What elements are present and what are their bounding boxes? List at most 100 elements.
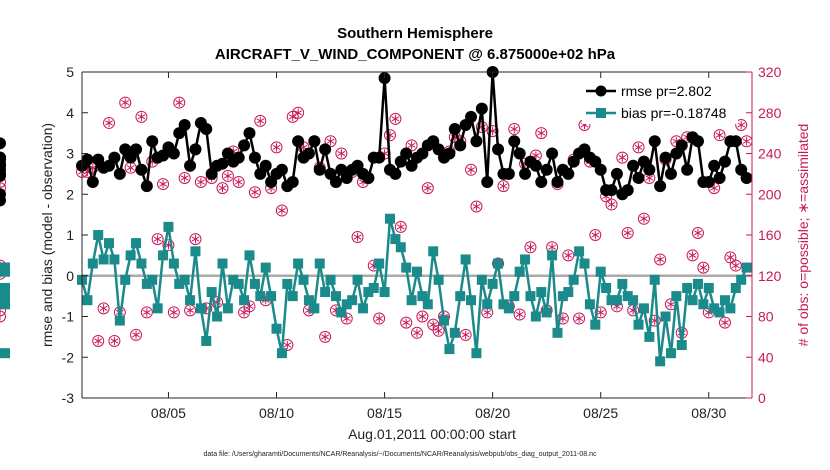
bias-point <box>125 250 136 261</box>
bias-point <box>293 258 304 269</box>
obs-assimilated-star <box>548 244 556 250</box>
obs-possible-circle <box>562 249 575 262</box>
bias-point <box>206 287 217 298</box>
bias-point <box>536 287 547 298</box>
rmse-point <box>654 180 667 193</box>
obs-count-marker <box>616 151 629 164</box>
bias-line <box>80 218 748 362</box>
obs-possible-circle <box>216 182 229 195</box>
rmse-point <box>513 147 526 160</box>
bias-point <box>158 250 169 261</box>
obs-possible-circle <box>275 204 288 217</box>
bias-point <box>682 282 693 293</box>
obs-possible-circle <box>0 310 6 323</box>
obs-assimilated-star <box>353 234 362 240</box>
obs-count-marker <box>697 261 710 274</box>
obs-count-marker <box>632 141 645 154</box>
obs-count-marker <box>108 334 121 347</box>
obs-count-marker <box>189 233 202 246</box>
legend-rmse-label: rmse pr=2.802 <box>621 83 712 99</box>
bias-point <box>368 282 379 293</box>
rmse-point <box>740 171 753 184</box>
obs-possible-circle <box>140 306 153 319</box>
rmse-point <box>275 163 288 176</box>
rmse-point <box>610 167 623 180</box>
bias-point <box>719 295 730 306</box>
bias-point <box>309 303 320 314</box>
obs-count-marker <box>432 324 445 337</box>
obs-assimilated-star <box>699 265 708 271</box>
rmse-point <box>643 163 656 176</box>
bias-point <box>584 299 595 310</box>
obs-count-marker <box>465 163 478 176</box>
bias-point <box>698 299 709 310</box>
bias-point <box>665 348 676 359</box>
obs-count-marker <box>0 310 6 323</box>
bias-point <box>174 278 185 289</box>
obs-possible-circle <box>0 182 6 195</box>
x-tick-label: 08/15 <box>367 405 402 421</box>
obs-possible-circle <box>0 304 6 317</box>
bias-point <box>244 250 255 261</box>
obs-assimilated-star <box>142 309 151 315</box>
obs-assimilated-star <box>137 114 146 120</box>
bias-point <box>406 295 417 306</box>
obs-assimilated-star <box>294 110 303 116</box>
y-tick-label: 3 <box>66 146 74 162</box>
data-file-footnote: data file: /Users/gharamti/Documents/NCA… <box>203 451 597 458</box>
bias-point <box>703 282 714 293</box>
obs-possible-circle <box>616 151 629 164</box>
rmse-point <box>302 147 315 160</box>
obs-assimilated-star <box>196 179 205 185</box>
obs-assimilated-star <box>191 236 200 242</box>
bias-point <box>341 299 352 310</box>
bias-point <box>357 303 368 314</box>
bias-point <box>428 246 439 257</box>
obs-possible-circle <box>394 220 407 233</box>
obs-possible-circle <box>497 180 510 193</box>
bias-point <box>201 335 212 346</box>
bias-point <box>638 303 649 314</box>
obs-assimilated-star <box>407 142 416 148</box>
y-tick-label: 1 <box>66 227 74 243</box>
obs-count-marker <box>103 116 116 129</box>
obs-possible-circle <box>513 308 526 321</box>
obs-possible-circle <box>697 261 710 274</box>
bias-point <box>249 278 260 289</box>
obs-assimilated-star <box>240 309 248 315</box>
bias-point <box>622 291 633 302</box>
obs-assimilated-star <box>483 309 492 315</box>
rmse-point <box>238 139 251 152</box>
obs-count-marker <box>524 241 537 254</box>
bias-point <box>228 274 239 285</box>
bias-point <box>498 299 509 310</box>
bias-point <box>547 250 558 261</box>
obs-count-marker <box>0 304 6 317</box>
bias-point <box>314 258 325 269</box>
y-right-tick-label: 40 <box>758 349 774 365</box>
obs-count-marker <box>594 306 607 319</box>
bias-point <box>260 262 271 273</box>
bias-point <box>303 295 314 306</box>
bias-point <box>471 348 482 359</box>
bias-point <box>266 291 277 302</box>
bias-point <box>649 274 660 285</box>
plot-area <box>82 72 752 398</box>
obs-assimilated-star <box>321 334 330 340</box>
rmse-point <box>362 171 375 184</box>
obs-count-marker <box>605 198 618 211</box>
bias-point <box>152 303 163 314</box>
series-lines <box>0 66 753 367</box>
x-tick-label: 08/25 <box>583 405 618 421</box>
obs-count-marker <box>178 171 191 184</box>
rmse-point <box>562 167 575 180</box>
bias-point <box>352 274 363 285</box>
obs-assimilated-star <box>467 167 475 173</box>
y-tick-label: 2 <box>66 186 74 202</box>
y-tick-label: -1 <box>62 309 75 325</box>
obs-count-marker <box>691 226 704 239</box>
obs-possible-circle <box>718 316 731 329</box>
bias-point <box>384 213 395 224</box>
obs-possible-circle <box>654 253 667 266</box>
bias-point <box>633 319 644 330</box>
